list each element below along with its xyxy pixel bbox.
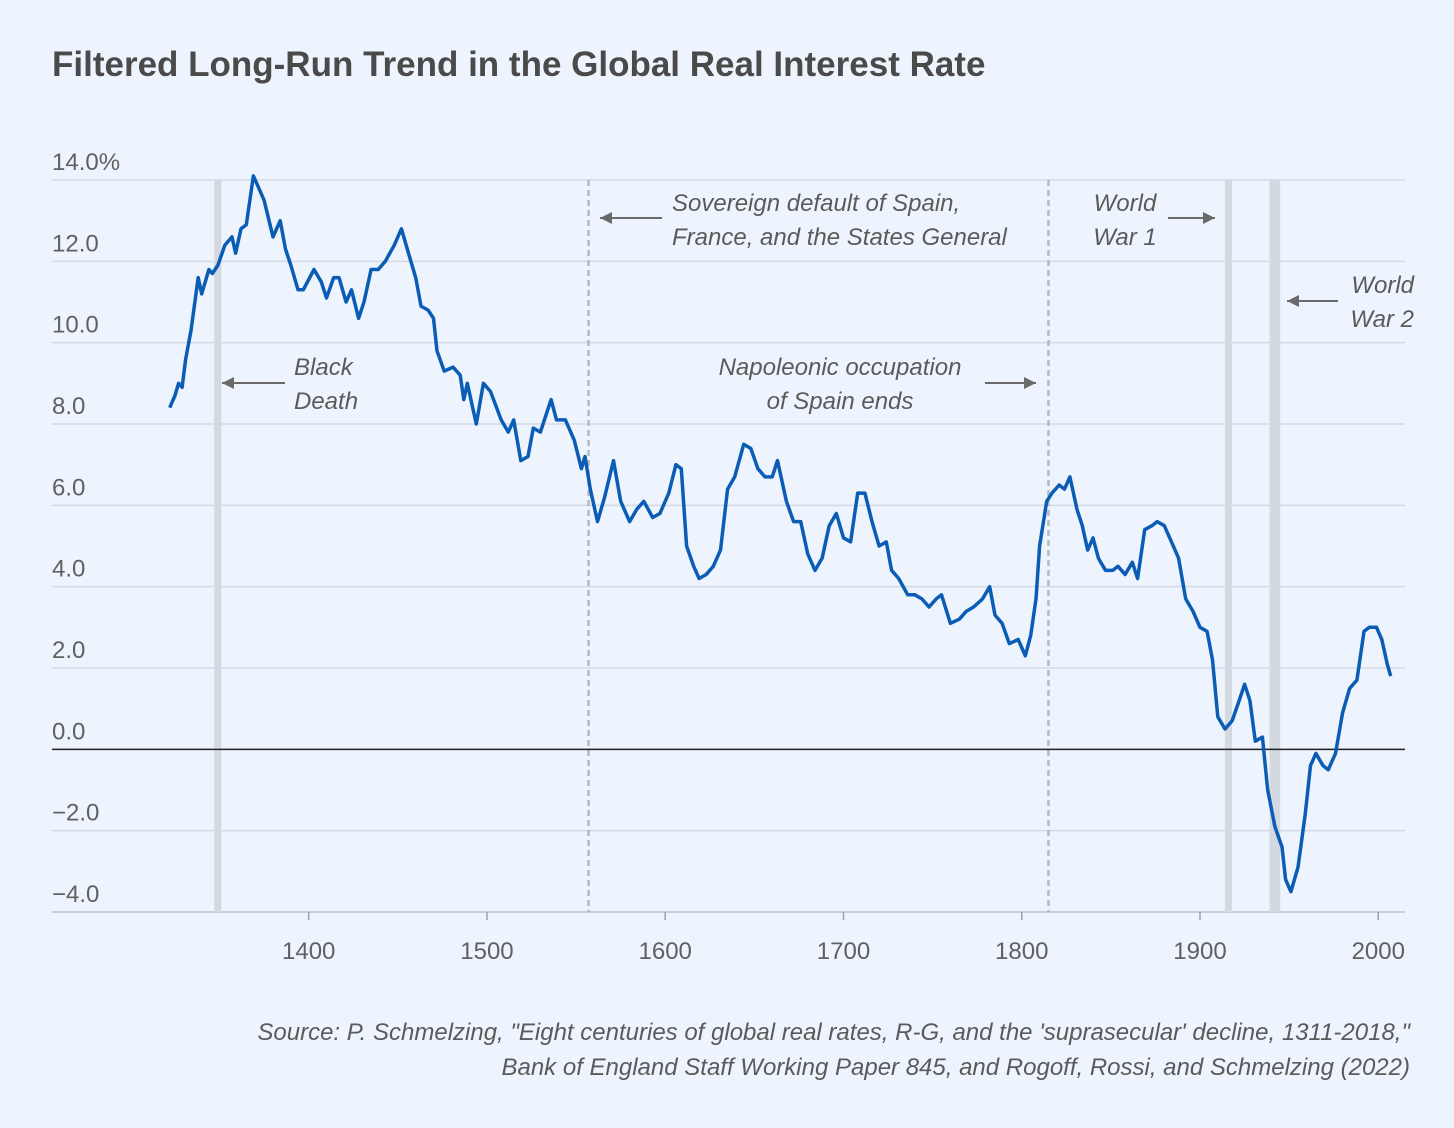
annotation: of Spain ends [767,388,914,415]
arrow-head [222,377,234,389]
y-tick-label: 14.0% [52,149,120,176]
y-tick-label: 8.0 [52,393,85,420]
x-tick-label: 1900 [1173,938,1226,965]
annotation: War 2 [1350,306,1414,333]
event-band [1224,180,1233,912]
x-tick-label: 2000 [1352,938,1405,965]
x-tick-label: 1500 [460,938,513,965]
event-band [1269,180,1281,912]
y-tick-label: 10.0 [52,312,99,339]
annotation: World [1351,272,1414,299]
data-line [168,174,1393,894]
chart-title: Filtered Long-Run Trend in the Global Re… [52,45,985,84]
y-tick-label: 12.0 [52,230,99,257]
annotation: France, and the States General [672,224,1008,251]
source: Bank of England Staff Working Paper 845,… [501,1054,1410,1081]
arrow-head [1024,377,1036,389]
y-tick-label: −4.0 [52,881,99,908]
x-tick-label: 1700 [817,938,870,965]
event-band [214,180,222,912]
y-tick-label: 6.0 [52,474,85,501]
annotation: World [1094,190,1157,217]
arrow-head [1287,295,1299,307]
annotation: Sovereign default of Spain, [672,190,960,217]
source: Source: P. Schmelzing, "Eight centuries … [257,1019,1411,1046]
annotation: Death [294,388,358,415]
y-tick-label: 0.0 [52,718,85,745]
annotation: Napoleonic occupation [719,354,962,381]
x-tick-label: 1400 [282,938,335,965]
arrow-head [600,212,612,224]
annotation: War 1 [1093,224,1157,251]
arrow-head [1203,212,1215,224]
y-tick-label: −2.0 [52,800,99,827]
x-tick-label: 1600 [639,938,692,965]
y-tick-label: 4.0 [52,556,85,583]
y-tick-label: 2.0 [52,637,85,664]
annotation: Black [294,354,355,381]
x-tick-label: 1800 [995,938,1048,965]
